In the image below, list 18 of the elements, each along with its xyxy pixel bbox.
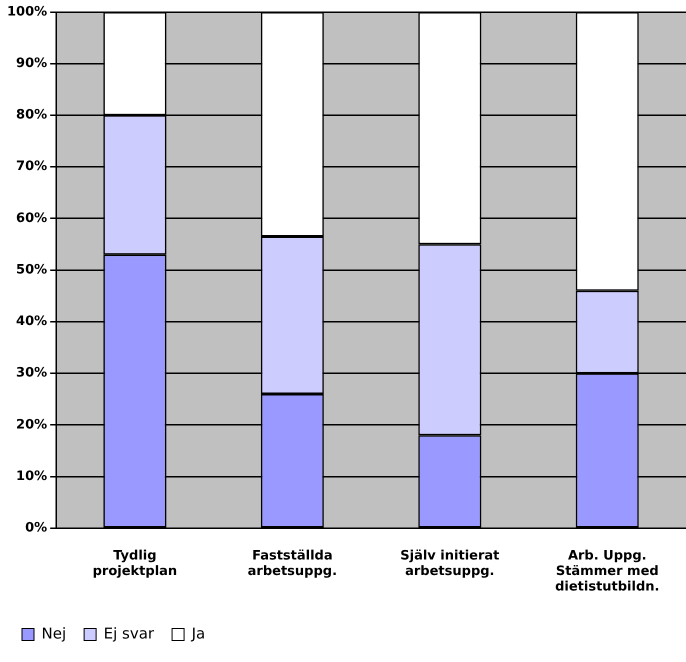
- y-tick-label: 80%: [16, 108, 48, 123]
- y-tick-label: 60%: [16, 210, 48, 226]
- y-tick-label: 70%: [16, 159, 48, 174]
- y-tick-label: 100%: [6, 4, 48, 20]
- legend-label: Ej svar: [104, 624, 155, 642]
- y-tick-label: 90%: [16, 56, 48, 71]
- y-tick-label: 20%: [16, 417, 48, 432]
- y-tick-label: 10%: [16, 468, 48, 484]
- x-tick-label: Arb. Uppg. Stämmer med dietistutbildn.: [555, 548, 660, 595]
- x-tick-label: Själv initierat arbetsuppg.: [400, 548, 500, 579]
- legend-label: Ja: [190, 624, 206, 642]
- legend-label: Nej: [42, 624, 66, 642]
- y-tick-label: 30%: [16, 366, 48, 381]
- x-tick-label: Fastställda arbetsuppg.: [248, 548, 338, 579]
- y-tick-label: 0%: [25, 520, 48, 536]
- y-tick-label: 40%: [16, 314, 48, 330]
- y-tick-label: 50%: [16, 262, 48, 278]
- x-tick-label: Tydlig projektplan: [92, 548, 178, 579]
